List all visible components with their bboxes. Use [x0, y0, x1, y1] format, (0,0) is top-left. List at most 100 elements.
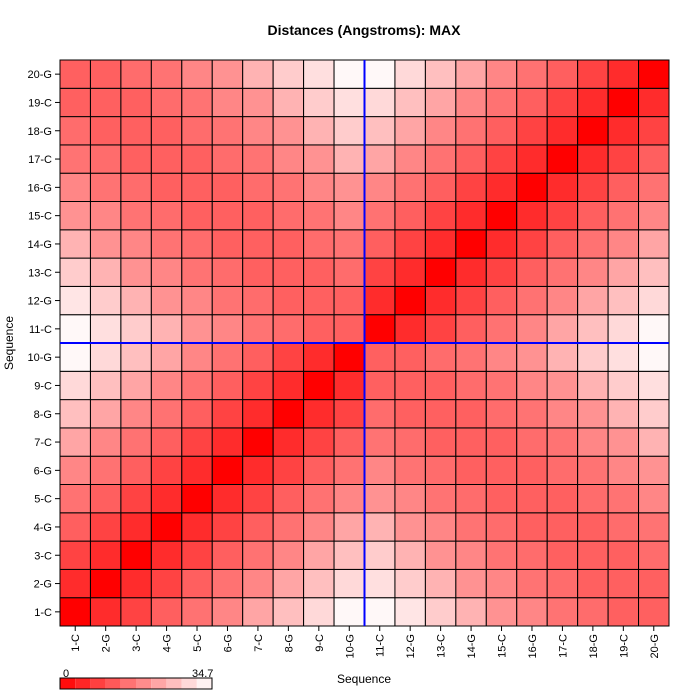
x-axis-label: Sequence	[337, 672, 391, 686]
heatmap-cell	[364, 172, 396, 202]
heatmap-cell	[333, 87, 365, 118]
heatmap-cell	[211, 484, 244, 514]
heatmap-cell	[272, 257, 305, 287]
heatmap-cell	[424, 568, 457, 599]
y-tick-labels: 1-C 2-G 3-C 4-G 5-C 6-G 7-C 8-G 9-C 10-G 11-C 12-G 1…	[28, 69, 60, 619]
heatmap-cell	[485, 484, 518, 514]
heatmap-cell	[272, 59, 305, 89]
heatmap-cell	[638, 399, 670, 429]
heatmap-cell	[424, 59, 457, 89]
heatmap-cell	[577, 399, 609, 429]
heatmap-cell	[150, 342, 183, 372]
heatmap-cell	[211, 342, 244, 372]
heatmap-cell	[455, 597, 487, 627]
heatmap-cell	[455, 257, 487, 287]
heatmap-cell	[577, 116, 609, 146]
y-tick-label: 8-G	[34, 409, 52, 421]
heatmap-cell	[181, 257, 213, 287]
heatmap-cell	[607, 285, 640, 316]
heatmap-cell	[272, 172, 305, 202]
heatmap-cell	[303, 568, 335, 599]
heatmap-cell	[272, 399, 305, 429]
heatmap-cell	[577, 201, 609, 231]
heatmap-cell	[303, 314, 335, 344]
y-tick-label: 6-G	[34, 465, 52, 477]
heatmap-cell	[485, 370, 518, 401]
heatmap-cell	[211, 370, 244, 401]
x-tick-label: 10-G	[344, 634, 356, 658]
color-scale-segment	[120, 678, 136, 689]
heatmap-cell	[181, 399, 213, 429]
heatmap-cell	[59, 257, 91, 287]
heatmap-cell	[181, 370, 213, 401]
heatmap-cell	[424, 540, 457, 570]
heatmap-cell	[120, 512, 152, 542]
y-tick-label: 18-G	[28, 126, 52, 138]
heatmap-cell	[516, 484, 548, 514]
heatmap-cell	[364, 314, 396, 344]
heatmap-cell	[181, 568, 213, 599]
heatmap-cell	[89, 229, 122, 259]
color-scale-segment	[181, 678, 197, 689]
color-scale-segment	[90, 678, 106, 689]
heatmap-cell	[120, 484, 152, 514]
heatmap-cell	[607, 229, 640, 259]
heatmap-cell	[211, 144, 244, 174]
heatmap-cell	[607, 314, 640, 344]
heatmap-cell	[516, 59, 548, 89]
heatmap-cell	[546, 116, 579, 146]
heatmap-cell	[59, 144, 91, 174]
heatmap-cell	[607, 455, 640, 486]
heatmap-cell	[455, 512, 487, 542]
heatmap-cell	[59, 87, 91, 118]
heatmap-cell	[638, 427, 670, 457]
heatmap-cell	[272, 427, 305, 457]
heatmap-cell	[546, 342, 579, 372]
heatmap-cell	[333, 59, 365, 89]
heatmap-cell	[607, 540, 640, 570]
heatmap-cell	[394, 399, 426, 429]
heatmap-cell	[455, 201, 487, 231]
heatmap-cell	[211, 597, 244, 627]
heatmap-cell	[577, 427, 609, 457]
heatmap-cell	[394, 342, 426, 372]
heatmap-cell	[89, 201, 122, 231]
heatmap-cell	[242, 455, 274, 486]
heatmap-cell	[242, 540, 274, 570]
heatmap-cell	[181, 540, 213, 570]
heatmap-cell	[638, 370, 670, 401]
heatmap-cell	[394, 427, 426, 457]
x-tick-label: 19-C	[618, 634, 630, 658]
heatmap-cell	[333, 144, 365, 174]
heatmap-cell	[59, 597, 91, 627]
heatmap-cell	[394, 455, 426, 486]
heatmap-cell	[242, 59, 274, 89]
heatmap-cell	[424, 87, 457, 118]
heatmap-cell	[364, 399, 396, 429]
heatmap-cell	[607, 116, 640, 146]
heatmap-cell	[516, 399, 548, 429]
heatmap-cell	[211, 568, 244, 599]
heatmap-cell	[150, 484, 183, 514]
heatmap-cell	[89, 116, 122, 146]
color-scale-segment	[136, 678, 152, 689]
color-scale-frame	[59, 677, 213, 690]
heatmap-cell	[455, 399, 487, 429]
heatmap-cell	[394, 144, 426, 174]
heatmap-cell	[242, 597, 274, 627]
heatmap-cell	[638, 484, 670, 514]
heatmap-cell	[333, 427, 365, 457]
heatmap-cell	[59, 568, 91, 599]
heatmap-cell	[89, 314, 122, 344]
heatmap-cell	[272, 116, 305, 146]
heatmap-cell	[59, 370, 91, 401]
x-tick-labels: 1-C 2-G 3-C 4-G 5-C 6-G 7-C 8-G 9-C 10-G 11-C 12-G 1…	[70, 626, 661, 658]
heatmap-cell	[455, 540, 487, 570]
heatmap-cell	[303, 59, 335, 89]
heatmap-cell	[333, 172, 365, 202]
heatmap-cell	[424, 144, 457, 174]
y-axis-label: Sequence	[2, 316, 16, 370]
heatmap-cell	[424, 399, 457, 429]
heatmap-cell	[577, 512, 609, 542]
heatmap-cell	[607, 342, 640, 372]
